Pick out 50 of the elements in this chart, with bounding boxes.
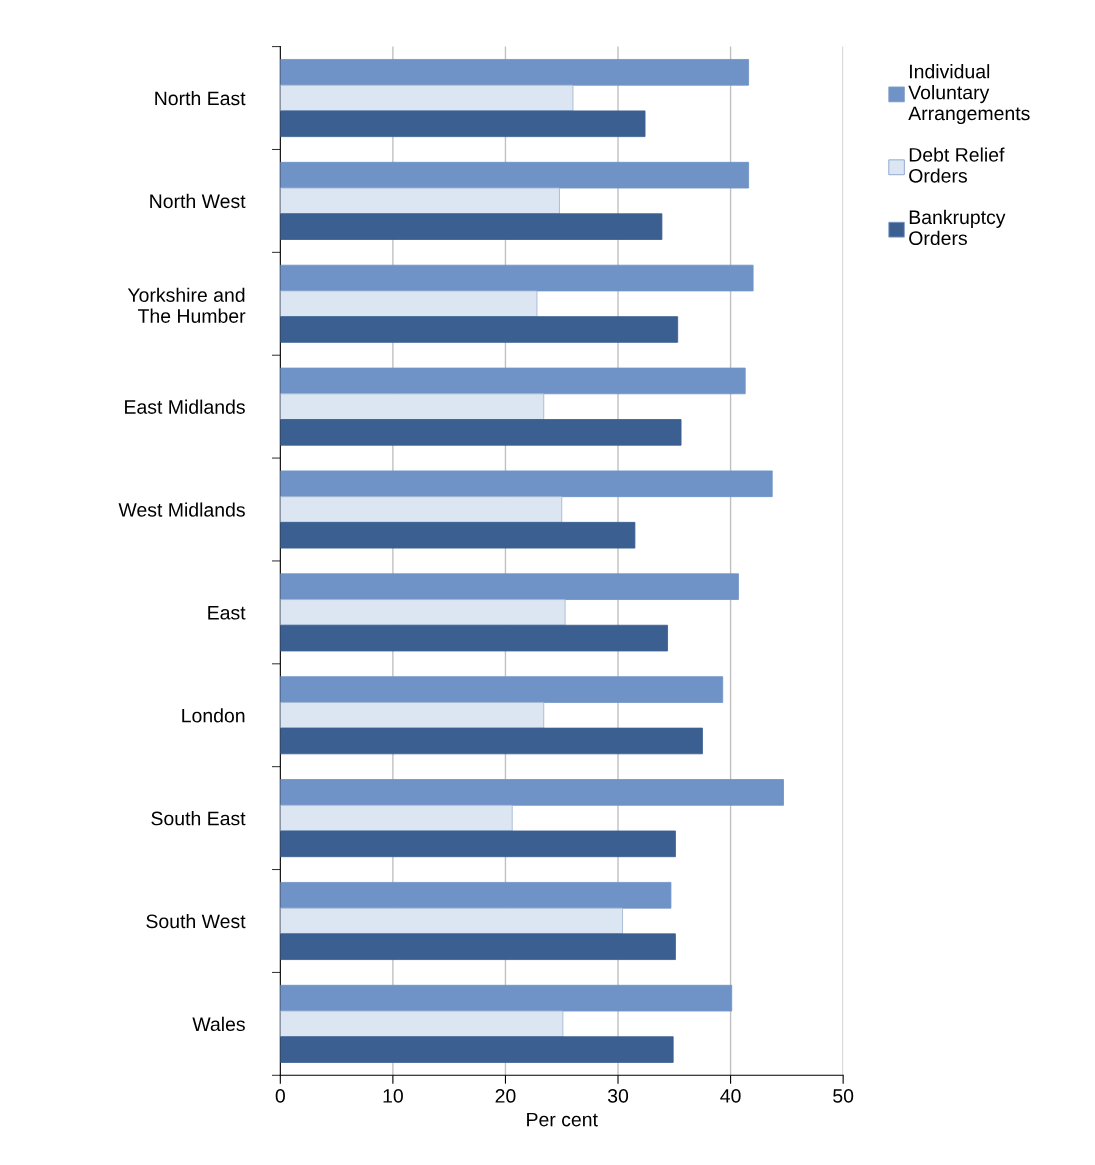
bar <box>280 907 623 935</box>
bar <box>280 161 750 189</box>
bar <box>280 1010 564 1038</box>
bar <box>280 187 560 215</box>
bar <box>280 933 676 960</box>
bar <box>280 701 545 729</box>
bar <box>280 624 668 652</box>
bar <box>280 290 538 318</box>
bar <box>280 573 739 600</box>
bar <box>280 984 733 1012</box>
bar <box>280 213 663 240</box>
legend-label: Bankruptcy Orders <box>909 209 1006 246</box>
bar <box>280 599 566 626</box>
bar <box>280 59 750 86</box>
x-tick-label: 30 <box>607 1089 629 1103</box>
bar <box>280 676 724 703</box>
x-tick-label: 40 <box>720 1089 741 1103</box>
y-tick-label: North East <box>155 90 246 106</box>
legend-label: Individual Voluntary Arrangements <box>908 64 1030 125</box>
x-tick-label: 50 <box>833 1089 854 1103</box>
y-tick-label: Yorkshire and The Humber <box>127 287 246 323</box>
y-tick-label: West Midlands <box>118 502 245 517</box>
bar <box>280 727 703 755</box>
bar <box>280 393 545 420</box>
bar <box>280 110 646 138</box>
bar <box>280 521 636 549</box>
bar <box>280 779 784 806</box>
y-tick-label: East Midlands <box>125 399 245 414</box>
y-tick-label: North West <box>150 193 246 209</box>
y-tick-label: East <box>208 606 246 620</box>
y-tick-label: South West <box>146 913 246 929</box>
y-tick-label: Wales <box>192 1016 245 1032</box>
y-tick-label: London <box>182 708 245 723</box>
x-tick-label: 10 <box>383 1089 403 1103</box>
y-tick-label: South East <box>151 811 246 826</box>
bar <box>280 84 574 112</box>
bar <box>280 470 773 498</box>
bar <box>280 367 746 395</box>
x-tick-label: 20 <box>495 1089 516 1103</box>
bar <box>280 419 682 446</box>
x-tick-label: 0 <box>275 1089 285 1103</box>
bar <box>280 316 679 343</box>
bar <box>280 496 563 523</box>
bar <box>280 804 513 832</box>
bar <box>280 1036 674 1063</box>
bar <box>280 881 672 909</box>
x-axis-title: Per cent <box>527 1112 598 1127</box>
legend-label: Debt Relief Orders <box>909 147 1005 183</box>
bar <box>280 830 676 858</box>
bar <box>280 264 754 292</box>
